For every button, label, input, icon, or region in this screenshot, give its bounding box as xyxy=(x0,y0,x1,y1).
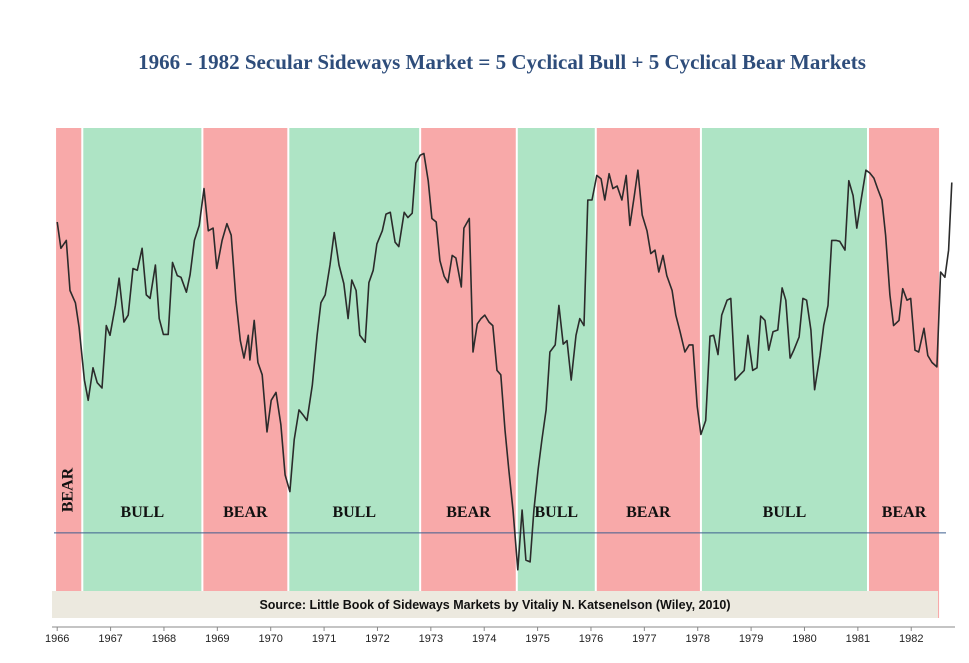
regime-band xyxy=(56,128,82,618)
regime-band xyxy=(596,128,700,618)
x-tick-label: 1972 xyxy=(365,633,389,645)
x-tick-label: 1976 xyxy=(579,633,603,645)
x-tick-label: 1982 xyxy=(899,633,923,645)
regime-band xyxy=(83,128,202,618)
regime-label: BEAR xyxy=(223,504,268,521)
x-tick-label: 1967 xyxy=(98,633,122,645)
regime-label: BULL xyxy=(332,504,376,521)
x-tick-label: 1966 xyxy=(45,633,69,645)
x-tick-label: 1968 xyxy=(152,633,176,645)
regime-label: BEAR xyxy=(882,504,927,521)
regime-label: BULL xyxy=(121,504,165,521)
regime-band xyxy=(203,128,288,618)
regime-label: BEAR xyxy=(59,467,76,512)
regime-label: BEAR xyxy=(626,504,671,521)
regime-label: BULL xyxy=(763,504,807,521)
plot-area xyxy=(54,152,953,571)
x-tick-label: 1978 xyxy=(685,633,709,645)
x-axis: 1966 1967 1968 1969 1970 1971 1972 1973 1974 1975… xyxy=(45,626,955,645)
regime-label: BULL xyxy=(534,504,578,521)
regime-bands: BEAR BULL BEAR BULL BEAR BULL BEAR BULL BEAR xyxy=(56,128,940,618)
x-tick-label: 1975 xyxy=(525,633,549,645)
x-tick-label: 1974 xyxy=(472,633,496,645)
x-tick-label: 1981 xyxy=(846,633,870,645)
regime-band xyxy=(701,128,867,618)
regime-band xyxy=(868,128,940,618)
x-tick-label: 1977 xyxy=(632,633,656,645)
x-tick-label: 1969 xyxy=(205,633,229,645)
source-box xyxy=(52,591,938,618)
x-tick-label: 1971 xyxy=(312,633,336,645)
price-line xyxy=(56,152,953,571)
regime-label: BEAR xyxy=(446,504,491,521)
regime-band xyxy=(421,128,516,618)
x-tick-label: 1979 xyxy=(739,633,763,645)
source-note: Source: Little Book of Sideways Markets … xyxy=(259,598,730,612)
regime-band xyxy=(289,128,420,618)
x-tick-label: 1980 xyxy=(792,633,816,645)
regime-band xyxy=(517,128,595,618)
x-tick-label: 1970 xyxy=(258,633,282,645)
x-tick-label: 1973 xyxy=(419,633,443,645)
chart-title: 1966 - 1982 Secular Sideways Market = 5 … xyxy=(138,50,866,74)
